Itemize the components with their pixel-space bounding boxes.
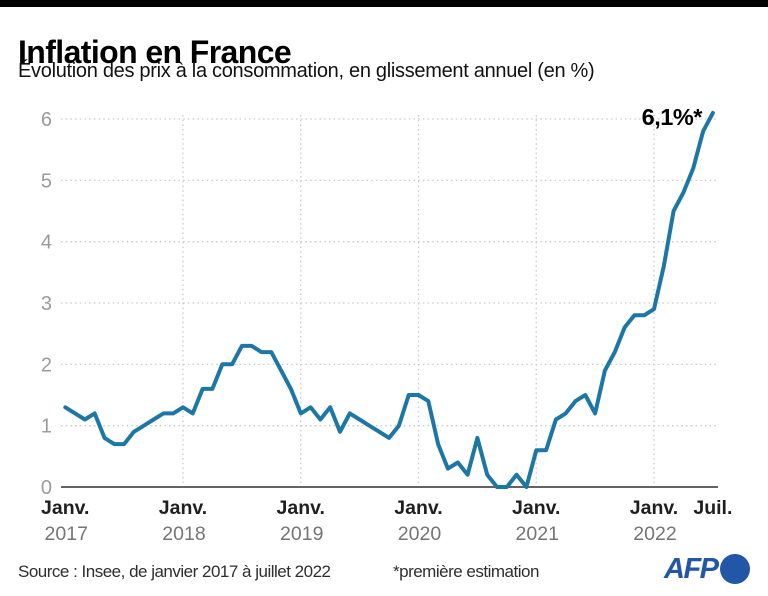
x-tick-year: 2022 xyxy=(633,523,676,545)
x-tick-month: Janv. xyxy=(41,497,89,519)
y-tick-label: 2 xyxy=(41,354,52,376)
top-bar xyxy=(0,0,768,7)
x-tick-year: 2020 xyxy=(398,523,442,545)
x-tick-year: 2017 xyxy=(45,523,88,545)
x-tick-year: 2019 xyxy=(280,523,323,545)
page-title: Inflation en France xyxy=(18,34,292,71)
x-tick-year: 2018 xyxy=(162,523,205,545)
x-tick-year: 2021 xyxy=(516,523,559,545)
source-text: Source : Insee, de janvier 2017 à juille… xyxy=(18,562,331,581)
x-tick-month: Janv. xyxy=(394,497,442,519)
x-tick-month: Janv. xyxy=(159,497,207,519)
footnote-text: *première estimation xyxy=(393,562,539,581)
afp-logo-text: AFP xyxy=(664,552,719,585)
y-tick-label: 0 xyxy=(41,477,52,499)
y-tick-label: 6 xyxy=(41,109,52,131)
y-tick-label: 5 xyxy=(41,170,52,192)
inflation-line xyxy=(63,110,715,489)
peak-annotation: 6,1%* xyxy=(642,104,704,130)
y-tick-label: 3 xyxy=(41,293,52,315)
x-tick-month: Janv. xyxy=(277,497,325,519)
x-tick-month: Juil. xyxy=(693,497,732,519)
x-tick-month: Janv. xyxy=(512,497,560,519)
chart-subtitle: Évolution des prix à la consommation, en… xyxy=(18,60,595,82)
y-tick-label: 1 xyxy=(41,416,52,438)
afp-logo-circle-icon xyxy=(719,554,750,584)
afp-logo: AFP xyxy=(664,552,750,586)
x-tick-month: Janv. xyxy=(630,497,678,519)
y-tick-label: 4 xyxy=(41,232,52,254)
